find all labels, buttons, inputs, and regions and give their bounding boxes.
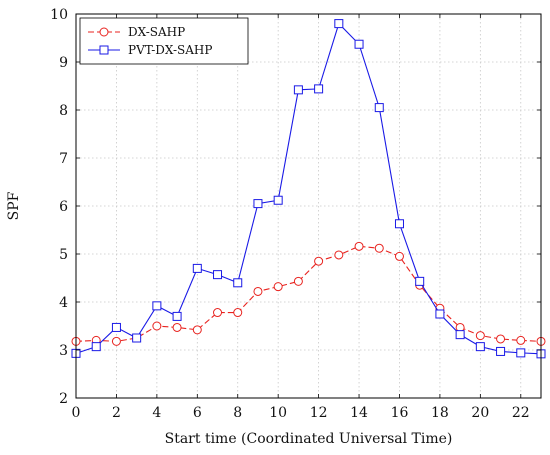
data-point [213,270,223,280]
data-point [293,85,303,95]
data-point [293,276,303,286]
data-point [172,311,182,321]
x-tick-label: 10 [269,405,287,421]
x-tick-label: 20 [471,405,489,421]
data-point [152,321,162,331]
legend: DX-SAHP PVT-DX-SAHP [79,17,249,65]
legend-marker [99,45,109,55]
data-point [233,278,243,288]
y-axis-title: SPF [6,191,22,220]
data-point [435,309,445,319]
legend-entries: DX-SAHP PVT-DX-SAHP [88,25,212,57]
x-tick-label: 18 [431,405,449,421]
data-point [192,325,202,335]
y-tick-label: 4 [59,295,68,311]
data-point [516,348,526,358]
data-point [91,342,101,352]
data-point [314,256,324,266]
data-point [455,330,465,340]
data-point [314,84,324,94]
y-tick-label: 3 [59,343,68,359]
data-point [253,199,263,209]
x-tick-label: 16 [391,405,409,421]
series-pvt-dx-sahp [71,19,546,359]
data-point [172,322,182,332]
y-tick-label: 10 [50,7,68,23]
data-point [233,308,243,318]
data-point [132,333,142,343]
x-axis-title: Start time (Coordinated Universal Time) [165,431,453,447]
data-point [273,195,283,205]
legend-label: DX-SAHP [128,25,185,39]
series-dx-sahp [71,241,546,346]
y-tick-label: 5 [59,247,68,263]
grid [75,13,541,399]
y-tick-label: 8 [59,103,68,119]
legend-marker [99,27,109,37]
data-point [394,251,404,261]
x-tick-label: 14 [350,405,368,421]
series-layer [71,19,546,359]
y-tick-label: 2 [59,391,68,407]
data-point [152,301,162,311]
data-point [111,322,121,332]
data-point [334,250,344,260]
data-point [496,334,506,344]
data-point [111,336,121,346]
data-point [415,276,425,286]
data-point [334,19,344,29]
data-point [496,346,506,356]
series-line [75,245,542,342]
legend-box [79,17,249,65]
y-tick-label: 7 [59,151,68,167]
legend-label: PVT-DX-SAHP [128,43,212,57]
x-tick-label: 22 [512,405,530,421]
y-tick-label: 9 [59,55,68,71]
data-point [374,103,384,113]
data-point [475,342,485,352]
y-tick-label: 6 [59,199,68,215]
data-point [516,335,526,345]
data-point [192,263,202,273]
data-point [475,331,485,341]
data-point [394,219,404,229]
x-tick-label: 8 [233,405,242,421]
data-point [354,39,364,49]
x-tick-label: 2 [112,405,121,421]
x-tick-label: 12 [310,405,328,421]
series-line [75,22,542,355]
x-tick-label: 6 [193,405,202,421]
data-point [253,286,263,296]
data-point [213,308,223,318]
data-point [273,282,283,292]
x-tick-label: 0 [72,405,81,421]
data-point [374,243,384,253]
data-point [354,241,364,251]
x-tick-label: 4 [152,405,161,421]
